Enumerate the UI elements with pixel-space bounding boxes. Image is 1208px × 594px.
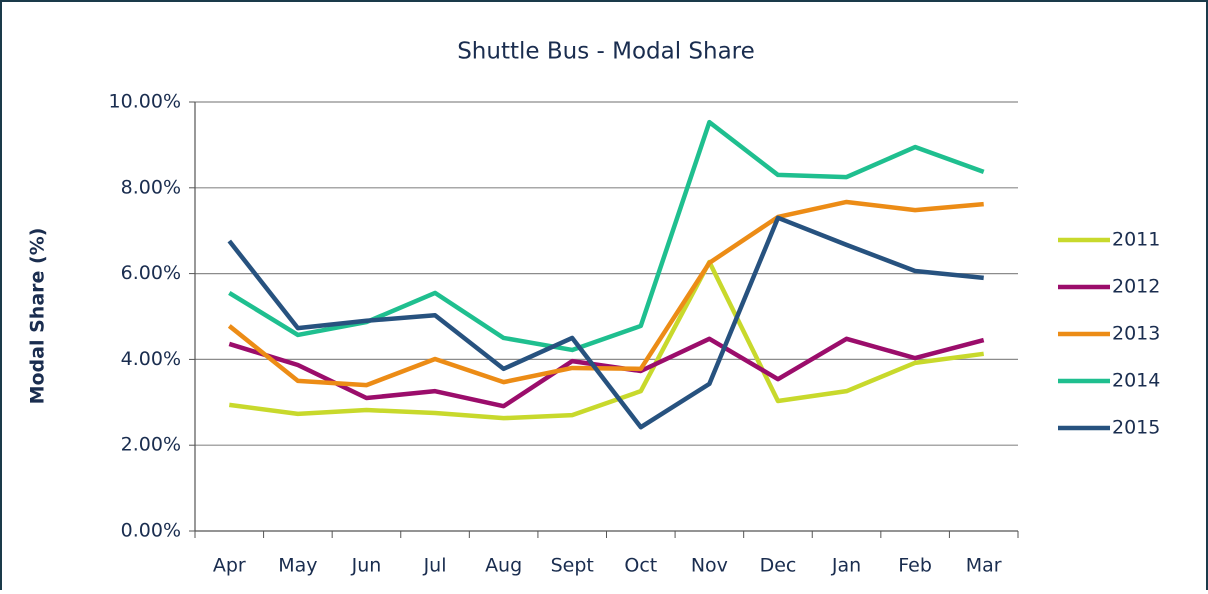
x-tick-label: Mar (966, 555, 1002, 577)
y-tick-label: 6.00% (121, 262, 181, 284)
legend-label: 2013 (1112, 323, 1160, 345)
legend-label: 2014 (1112, 370, 1160, 392)
legend-label: 2015 (1112, 417, 1160, 439)
series-line (228, 259, 985, 421)
x-tick-label: Jan (831, 555, 861, 577)
x-tick-label: May (278, 555, 317, 577)
y-tick-label: 2.00% (121, 434, 181, 456)
series-line (228, 119, 985, 353)
x-tick-label: Nov (691, 555, 728, 577)
y-tick-label: 0.00% (121, 520, 181, 542)
x-tick-label: Sept (551, 555, 594, 577)
y-tick-label: 10.00% (109, 91, 181, 113)
legend-label: 2011 (1112, 229, 1160, 251)
y-tick-label: 4.00% (121, 348, 181, 370)
x-tick-label: Oct (624, 555, 657, 577)
y-axis-title: Modal Share (%) (27, 228, 49, 405)
x-tick-label: Apr (213, 555, 246, 577)
series-line (228, 336, 985, 409)
chart-title: Shuttle Bus - Modal Share (457, 39, 755, 65)
series-line (227, 199, 984, 388)
series-line (227, 215, 984, 430)
x-tick-label: Jun (351, 555, 382, 577)
x-tick-label: Jul (423, 555, 447, 577)
x-tick-label: Feb (898, 555, 932, 577)
y-tick-label: 8.00% (121, 176, 181, 198)
x-tick-label: Aug (485, 555, 522, 577)
legend-label: 2012 (1112, 276, 1160, 298)
x-tick-label: Dec (760, 555, 797, 577)
